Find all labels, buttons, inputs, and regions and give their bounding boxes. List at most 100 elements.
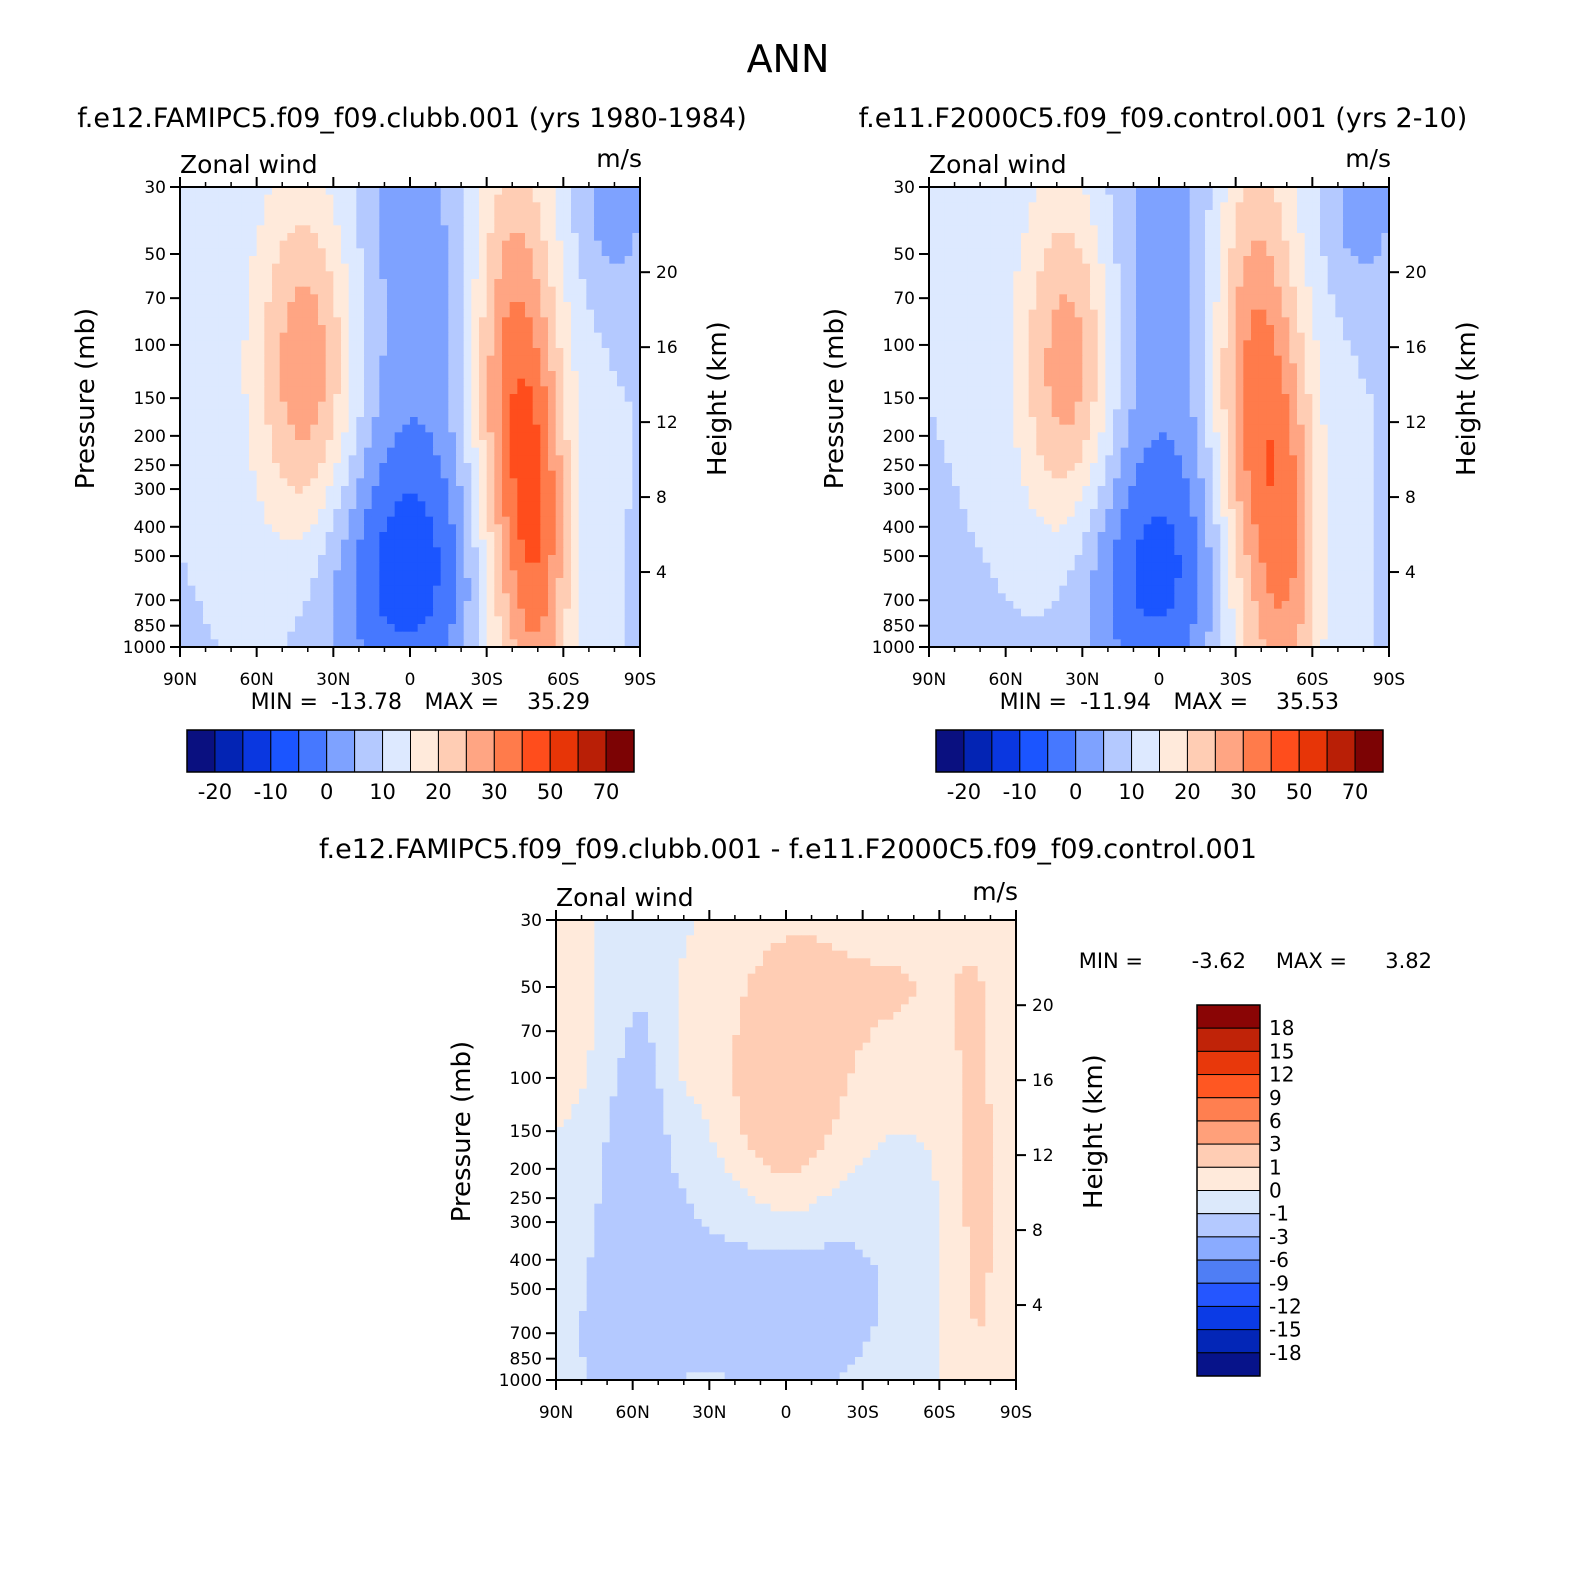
contour-cell xyxy=(210,463,219,472)
contour-cell xyxy=(936,302,945,311)
contour-cell xyxy=(371,539,380,548)
contour-cell xyxy=(617,378,626,387)
contour-cell xyxy=(456,325,465,334)
contour-cell xyxy=(571,539,580,548)
contour-cell xyxy=(402,409,411,418)
contour-cell xyxy=(325,616,334,625)
contour-cell xyxy=(1013,187,1022,196)
contour-cell xyxy=(1205,279,1214,288)
contour-cell xyxy=(302,348,311,357)
contour-cell xyxy=(295,486,304,495)
contour-cell xyxy=(555,470,564,479)
contour-cell xyxy=(998,286,1007,295)
contour-cell xyxy=(1151,210,1160,219)
contour-cell xyxy=(1120,271,1129,280)
contour-cell xyxy=(609,217,618,226)
contour-cell xyxy=(578,570,587,579)
contour-cell xyxy=(1212,233,1221,242)
contour-cell xyxy=(1343,294,1352,303)
contour-cell xyxy=(563,509,572,518)
contour-cell xyxy=(302,493,311,502)
contour-cell xyxy=(609,294,618,303)
contour-cell xyxy=(210,639,219,647)
contour-cell xyxy=(494,240,503,249)
contour-cell xyxy=(249,539,258,548)
contour-cell xyxy=(302,317,311,326)
contour-cell xyxy=(548,256,557,265)
contour-cell xyxy=(463,570,472,579)
contour-cell xyxy=(624,355,633,364)
contour-cell xyxy=(624,309,633,318)
contour-cell xyxy=(433,616,442,625)
contour-cell xyxy=(440,524,449,533)
contour-cell xyxy=(1166,187,1175,196)
contour-cell xyxy=(210,325,219,334)
contour-cell xyxy=(1243,325,1252,334)
contour-cell xyxy=(1105,302,1114,311)
contour-cell xyxy=(571,562,580,571)
contour-cell xyxy=(1320,332,1329,341)
contour-cell xyxy=(272,578,281,587)
contour-cell xyxy=(975,271,984,280)
contour-cell xyxy=(272,309,281,318)
contour-cell xyxy=(333,447,342,456)
contour-cell xyxy=(187,378,196,387)
contour-cell xyxy=(609,601,618,610)
contour-cell xyxy=(1350,309,1359,318)
contour-cell xyxy=(586,325,595,334)
contour-cell xyxy=(1212,187,1221,196)
contour-cell xyxy=(218,210,227,219)
contour-cell xyxy=(1251,332,1260,341)
contour-cell xyxy=(310,424,319,433)
contour-cell xyxy=(601,332,610,341)
contour-cell xyxy=(272,432,281,441)
contour-cell xyxy=(1166,332,1175,341)
contour-cell xyxy=(1044,340,1053,349)
contour-cell xyxy=(1159,240,1168,249)
contour-cell xyxy=(325,585,334,594)
contour-cell xyxy=(555,570,564,579)
contour-cell xyxy=(967,194,976,203)
contour-cell xyxy=(195,455,204,464)
colorbar-label: 70 xyxy=(593,780,620,804)
contour-cell xyxy=(479,225,488,234)
contour-cell xyxy=(279,631,288,640)
contour-cell xyxy=(632,309,640,318)
contour-cell xyxy=(967,202,976,211)
contour-cell xyxy=(325,248,334,257)
contour-cell xyxy=(279,233,288,242)
colorbar-swatch xyxy=(242,729,272,773)
contour-cell xyxy=(264,317,273,326)
contour-cell xyxy=(609,532,618,541)
contour-cell xyxy=(578,233,587,242)
contour-cell xyxy=(617,363,626,372)
contour-cell xyxy=(609,240,618,249)
contour-cell xyxy=(287,256,296,265)
contour-cell xyxy=(325,233,334,242)
contour-cell xyxy=(1274,279,1283,288)
contour-cell xyxy=(379,279,388,288)
contour-cell xyxy=(1151,225,1160,234)
contour-cell xyxy=(471,210,480,219)
contour-cell xyxy=(1343,263,1352,272)
contour-cell xyxy=(548,470,557,479)
contour-cell xyxy=(571,371,580,380)
contour-cell xyxy=(1159,248,1168,257)
contour-cell xyxy=(463,417,472,426)
contour-cell xyxy=(417,562,426,571)
contour-cell xyxy=(624,501,633,510)
contour-cell xyxy=(1281,294,1290,303)
contour-cell xyxy=(525,539,534,548)
contour-cell xyxy=(1082,332,1091,341)
contour-cell xyxy=(509,562,518,571)
contour-cell xyxy=(486,524,495,533)
contour-cell xyxy=(1304,340,1313,349)
contour-cell xyxy=(1151,294,1160,303)
contour-cell xyxy=(486,555,495,564)
contour-cell xyxy=(502,317,511,326)
contour-cell xyxy=(264,386,273,395)
contour-cell xyxy=(440,248,449,257)
contour-cell xyxy=(1059,294,1068,303)
contour-cell xyxy=(1097,256,1106,265)
contour-cell xyxy=(617,578,626,587)
